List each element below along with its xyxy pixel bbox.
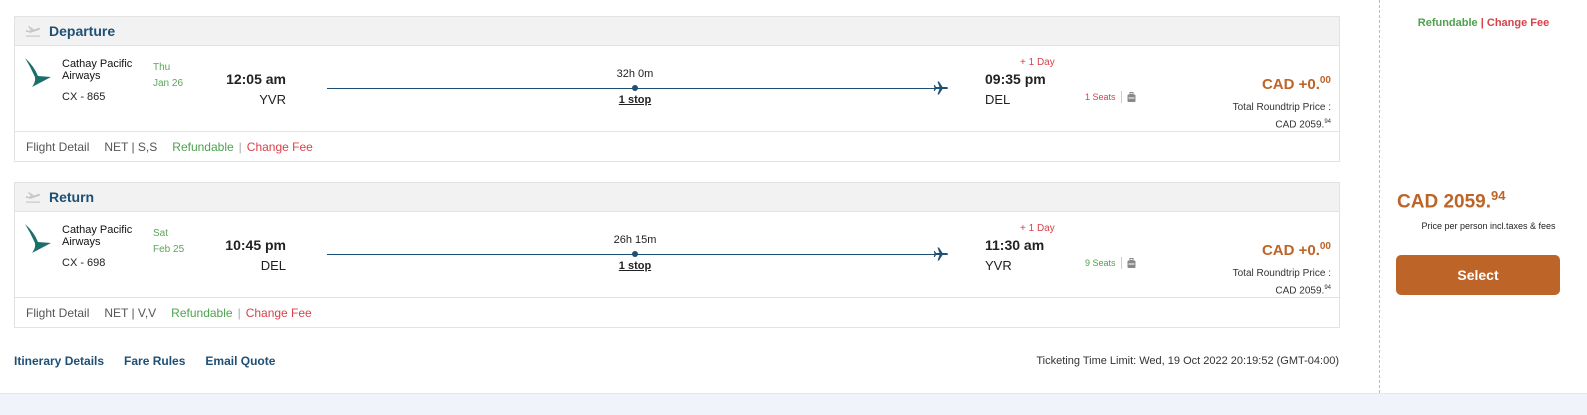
refundable-label: Refundable	[172, 139, 234, 154]
seats-separator	[1120, 257, 1122, 269]
sidebar-refundable: Refundable	[1417, 17, 1478, 29]
email-quote-link[interactable]: Email Quote	[205, 354, 276, 368]
plane-icon	[933, 81, 948, 95]
airline-name: Cathay Pacific Airways	[62, 58, 133, 82]
total-roundtrip-value: CAD 2059.94	[1275, 119, 1331, 131]
flight-detail-link[interactable]: Flight Detail	[26, 139, 90, 154]
fare-class: NET | V,V	[104, 305, 157, 320]
flight-duration: 32h 0m	[616, 68, 654, 80]
footer-separator: |	[238, 139, 242, 154]
stops-link[interactable]: 1 stop	[618, 260, 652, 272]
arrival-time: 09:35 pm	[985, 71, 1046, 87]
segment-title: Departure	[49, 23, 116, 39]
stop-dot	[632, 85, 638, 91]
sidebar-separator: |	[1480, 17, 1484, 29]
departure-day: Sat	[153, 228, 169, 239]
departure-day: Thu	[153, 62, 171, 73]
total-price-decimals: 94	[1491, 188, 1506, 203]
departure-date: Sat Feb 25	[153, 226, 184, 258]
plane-landing-icon	[26, 192, 41, 203]
price-note: Price per person incl.taxes & fees	[1421, 221, 1556, 231]
segment-price: CAD +0.00	[1262, 75, 1331, 93]
sidebar-refund-info: Refundable | Change Fee	[1380, 17, 1587, 29]
segment-price-main: CAD +0.	[1261, 242, 1320, 259]
departure-airport: YVR	[259, 92, 286, 107]
total-roundtrip-value: CAD 2059.94	[1275, 285, 1331, 297]
segment-price: CAD +0.00	[1262, 241, 1331, 259]
arrival-time: 11:30 am	[985, 237, 1045, 253]
plus-day: + 1 Day	[1020, 57, 1055, 68]
flight-number: CX - 698	[62, 257, 106, 269]
segment-title: Return	[49, 189, 95, 205]
dashed-divider	[1379, 0, 1380, 393]
baggage-icon[interactable]	[1127, 91, 1136, 103]
stop-dot	[632, 251, 638, 257]
seats-available: 9 Seats	[1085, 258, 1116, 268]
departure-date: Thu Jan 26	[153, 60, 183, 92]
itinerary-details-link[interactable]: Itinerary Details	[14, 354, 105, 368]
total-roundtrip-label: Total Roundtrip Price :	[1232, 102, 1331, 113]
seats-separator	[1120, 91, 1122, 103]
departure-airport: DEL	[260, 258, 286, 273]
segment-price-decimals: 00	[1319, 241, 1331, 252]
total-roundtrip-label: Total Roundtrip Price :	[1232, 268, 1331, 279]
departure-date-value: Feb 25	[153, 244, 185, 255]
total-price-main: CAD 2059.	[1397, 191, 1491, 213]
footer-separator: |	[237, 305, 241, 320]
departure-time: 10:45 pm	[225, 237, 286, 253]
segment-body: Cathay Pacific Airways CX - 865 Thu Jan 2…	[15, 46, 1339, 132]
refundable-label: Refundable	[171, 305, 233, 320]
seats-info: 1 Seats	[1085, 91, 1136, 103]
segment-header: Departure	[15, 17, 1339, 46]
cathay-pacific-logo	[25, 224, 51, 253]
segment-header: Return	[15, 183, 1339, 212]
departure-time: 12:05 am	[226, 71, 286, 87]
seats-info: 9 Seats	[1085, 257, 1136, 269]
baggage-icon[interactable]	[1127, 257, 1136, 269]
fare-rules-link[interactable]: Fare Rules	[124, 354, 186, 368]
airline-name: Cathay Pacific Airways	[62, 224, 133, 248]
sidebar-change-fee: Change Fee	[1486, 17, 1550, 29]
segment-price-decimals: 00	[1319, 75, 1331, 86]
change-fee-label: Change Fee	[245, 305, 312, 320]
stops-link[interactable]: 1 stop	[618, 94, 652, 106]
flight-number: CX - 865	[62, 91, 106, 103]
fare-class: NET | S,S	[104, 139, 158, 154]
arrival-airport: DEL	[985, 92, 1011, 107]
seats-available: 1 Seats	[1085, 92, 1116, 102]
cathay-pacific-logo	[25, 58, 51, 87]
arrival-airport: YVR	[985, 258, 1012, 273]
plane-icon	[933, 247, 948, 261]
bottom-links: Itinerary Details Fare Rules Email Quote	[14, 354, 275, 368]
segment-price-main: CAD +0.	[1261, 76, 1320, 93]
departure-date-value: Jan 26	[153, 78, 184, 89]
segment-footer: Flight Detail NET | S,S Refundable | Cha…	[15, 132, 1339, 161]
select-button[interactable]: Select	[1396, 255, 1560, 295]
total-roundtrip-price: Total Roundtrip Price : CAD 2059.94	[1233, 266, 1331, 298]
total-price: CAD 2059.94	[1397, 188, 1505, 213]
segment-body: Cathay Pacific Airways CX - 698 Sat Feb 2…	[15, 212, 1339, 298]
total-roundtrip-price: Total Roundtrip Price : CAD 2059.94	[1233, 100, 1331, 132]
segment-footer: Flight Detail NET | V,V Refundable | Cha…	[15, 298, 1339, 327]
change-fee-label: Change Fee	[246, 139, 313, 154]
flight-segment-return: Return Cathay Pacific Airways CX - 698 S…	[14, 182, 1340, 328]
flight-segment-departure: Departure Cathay Pacific Airways CX - 86…	[14, 16, 1340, 162]
ticketing-time-limit: Ticketing Time Limit: Wed, 19 Oct 2022 2…	[1036, 355, 1339, 367]
plus-day: + 1 Day	[1020, 223, 1055, 234]
flight-duration: 26h 15m	[613, 234, 657, 246]
page-footer-strip	[0, 393, 1587, 415]
flight-detail-link[interactable]: Flight Detail	[26, 305, 90, 320]
plane-takeoff-icon	[26, 26, 41, 37]
